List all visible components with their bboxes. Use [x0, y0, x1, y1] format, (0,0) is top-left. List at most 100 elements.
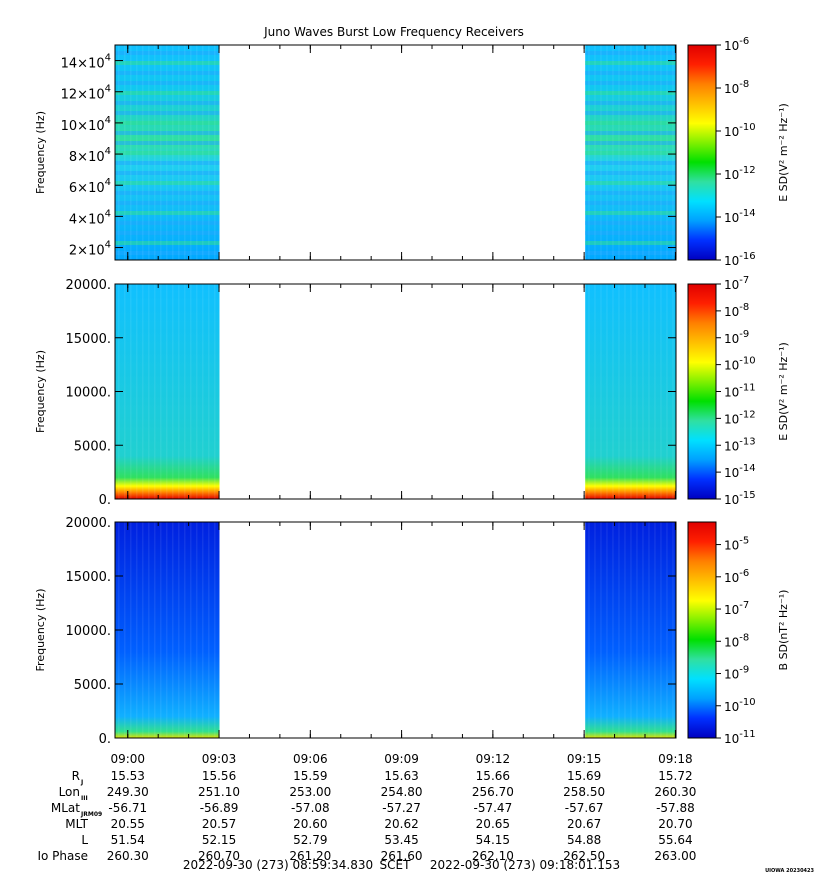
panel-2: 0. 5000. 10000. 15000. 20000. Frequency (Hz) 1…	[34, 275, 790, 508]
y-tick-label: 5000.	[74, 678, 111, 693]
spectrogram-stripe	[202, 284, 204, 499]
panel-frame	[114, 44, 677, 261]
ephemeris-value: 260.30	[654, 785, 696, 799]
colorbar-tick-label: 10-8	[724, 302, 749, 319]
spectrogram-band	[585, 121, 676, 125]
spectrogram-stripe	[190, 284, 192, 499]
spectrogram-band	[585, 201, 676, 205]
colorbar-tick-label: 10-14	[724, 463, 756, 480]
spectrogram-stripe	[642, 45, 644, 260]
ephemeris-value: 53.45	[384, 833, 418, 847]
spectrogram-stripe	[588, 522, 590, 738]
y-axis-label: Frequency (Hz)	[34, 589, 47, 672]
y-tick-label: 15000.	[66, 570, 112, 585]
spectrogram-stripe	[148, 284, 150, 499]
colorbar-tick-label: 10-11	[724, 729, 756, 746]
time-axis-labels: 09:00 09:03 09:06 09:09 09:12 09:15 09:18	[110, 752, 692, 766]
spectrogram-band	[585, 241, 676, 245]
spectrogram-band	[585, 101, 676, 105]
ephemeris-value: -57.88	[656, 801, 695, 815]
spectrogram-stripe	[214, 522, 216, 738]
spectrogram-band	[115, 81, 220, 85]
spectrogram-stripe	[148, 522, 150, 738]
spectrogram-stripe	[618, 284, 620, 499]
spectrogram-block	[585, 522, 676, 738]
colorbar	[687, 44, 717, 261]
time-range-scet: SCET	[380, 858, 412, 872]
spectrogram-stripe	[178, 522, 180, 738]
spectrogram-stripe	[612, 522, 614, 738]
plot-title: Juno Waves Burst Low Frequency Receivers	[263, 25, 524, 39]
spectrogram-stripe	[588, 45, 590, 260]
spectrogram-band	[585, 181, 676, 185]
ephemeris-value: -57.08	[291, 801, 330, 815]
spectrogram-stripe	[160, 284, 162, 499]
y-tick-label: 0.	[99, 493, 111, 508]
spectrogram-stripe	[624, 522, 626, 738]
colorbar-tick-label: 10-10	[724, 356, 756, 373]
spectrogram-band	[115, 111, 220, 115]
time-range-start: 2022-09-30 (273) 08:59:34.830	[183, 858, 373, 872]
spectrogram-stripe	[142, 45, 144, 260]
spectrogram-stripe	[124, 522, 126, 738]
spectrogram-band	[115, 121, 220, 125]
spectrogram-stripe	[636, 45, 638, 260]
x-tick-label: 09:12	[476, 752, 511, 766]
ephemeris-value: 260.30	[107, 849, 149, 863]
spectrogram-stripe	[196, 284, 198, 499]
spectrogram-band	[585, 81, 676, 85]
panel-3: 0. 5000. 10000. 15000. 20000. Frequency (Hz) 1…	[34, 516, 790, 747]
spectrogram-band	[585, 171, 676, 175]
spectrogram-band	[585, 51, 676, 55]
ephemeris-row-label: Io Phase	[37, 849, 88, 863]
spectrogram-stripe	[636, 522, 638, 738]
colorbar-tick-label: 10-14	[724, 208, 756, 225]
spectrogram-stripe	[666, 522, 668, 738]
ephemeris-value: 52.15	[202, 833, 236, 847]
time-range-footer: 2022-09-30 (273) 08:59:34.830 SCET 2022-…	[183, 858, 620, 872]
y-tick-label: 10000.	[66, 624, 112, 639]
ephemeris-value: 15.56	[202, 769, 236, 783]
spectrogram-stripe	[654, 522, 656, 738]
x-tick-label: 09:09	[384, 752, 419, 766]
spectrogram-stripe	[618, 45, 620, 260]
spectrogram-stripe	[166, 284, 168, 499]
spectrogram-stripe	[606, 284, 608, 499]
spectrogram-stripe	[208, 284, 210, 499]
ephemeris-value: 54.88	[567, 833, 601, 847]
spectrogram-stripe	[624, 45, 626, 260]
ephemeris-row-label: Lon	[59, 785, 80, 799]
colorbar	[687, 521, 717, 739]
spectrogram-stripe	[208, 45, 210, 260]
spectrogram-stripe	[154, 522, 156, 738]
spectrogram-stripe	[166, 522, 168, 738]
y-tick-label: 12×104	[61, 84, 111, 103]
spectrogram-band	[115, 161, 220, 165]
ephemeris-value: -56.71	[108, 801, 147, 815]
colorbar-tick-label: 10-6	[724, 568, 749, 585]
spectrogram-stripe	[594, 45, 596, 260]
spectrogram-stripe	[648, 284, 650, 499]
spectrogram-stripe	[600, 284, 602, 499]
spectrogram-stripe	[208, 522, 210, 738]
spectrogram-band	[585, 61, 676, 65]
spectrogram-band	[585, 131, 676, 135]
spectrogram-stripe	[594, 522, 596, 738]
ephemeris-value: 20.70	[658, 817, 692, 831]
x-tick-label: 09:15	[567, 752, 602, 766]
x-tick-label: 09:03	[202, 752, 237, 766]
spectrogram-band	[585, 161, 676, 165]
ephemeris-value: 262.10	[472, 849, 514, 863]
spectrogram-stripe	[190, 522, 192, 738]
y-tick-label: 0.	[99, 732, 111, 747]
ephemeris-value: 54.15	[476, 833, 510, 847]
colorbar-tick-label: 10-13	[724, 436, 756, 453]
spectrogram-band	[115, 251, 220, 255]
ephemeris-value: 251.10	[198, 785, 240, 799]
ephemeris-row-label: R	[72, 769, 80, 783]
spectrogram-band	[585, 151, 676, 155]
ephemeris-value: 55.64	[658, 833, 692, 847]
spectrogram-band	[115, 221, 220, 225]
spectrogram-stripe	[154, 284, 156, 499]
